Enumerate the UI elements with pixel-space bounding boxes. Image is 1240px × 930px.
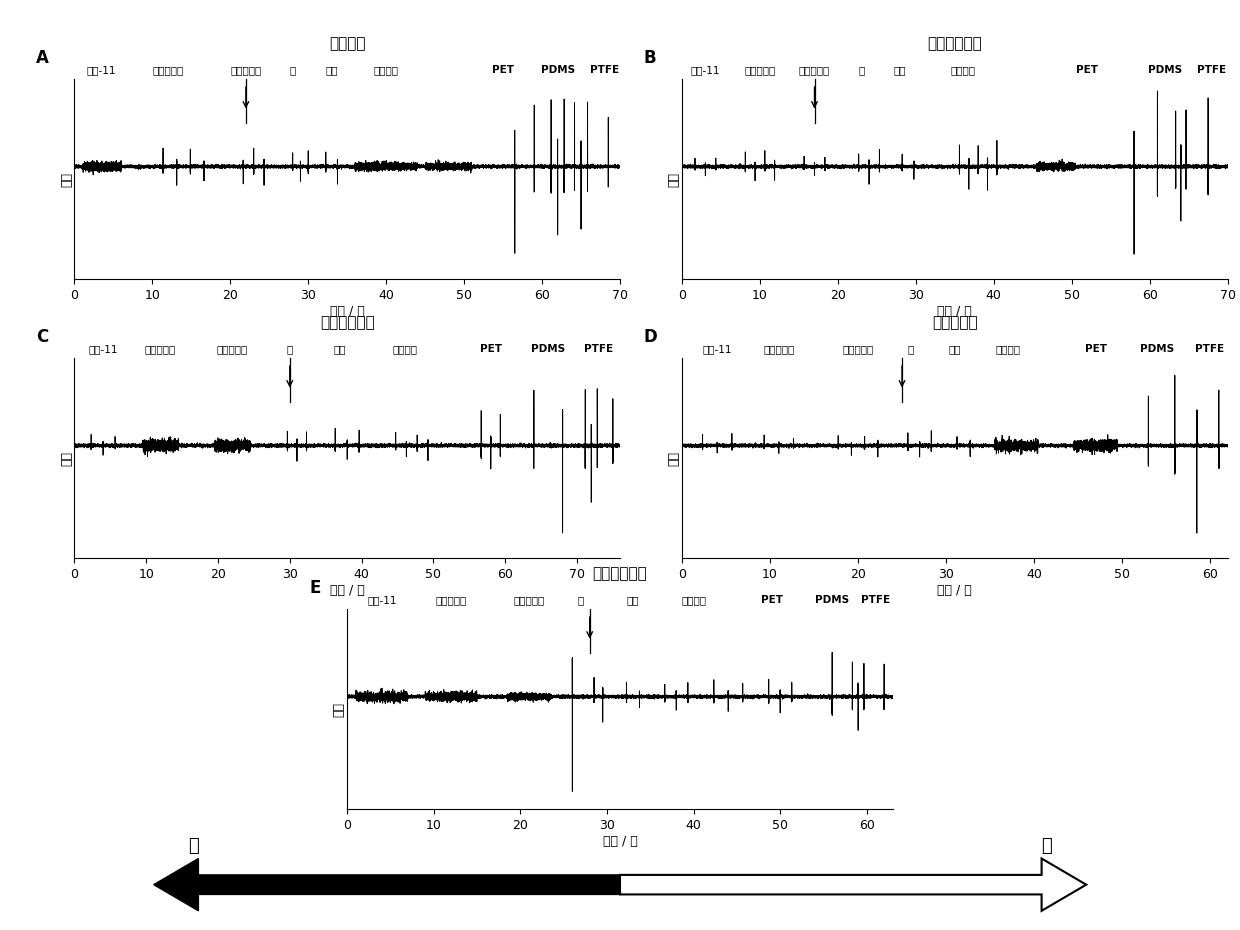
Text: PDMS: PDMS — [531, 344, 565, 354]
Text: 编织的羊毛: 编织的羊毛 — [153, 65, 184, 75]
Title: 大豆分离蛋白: 大豆分离蛋白 — [320, 315, 374, 330]
Title: 玉米醇溶蛋白: 玉米醇溶蛋白 — [593, 566, 647, 581]
Text: 编织的羊毛: 编织的羊毛 — [145, 344, 176, 354]
X-axis label: 时间 / 秒: 时间 / 秒 — [937, 304, 972, 317]
X-axis label: 时间 / 秒: 时间 / 秒 — [330, 304, 365, 317]
Y-axis label: 电流: 电流 — [332, 701, 346, 717]
Text: 铝: 铝 — [858, 65, 864, 75]
Text: PDMS: PDMS — [541, 65, 574, 75]
Title: 小麦谷蛋白: 小麦谷蛋白 — [932, 315, 977, 330]
Text: 正: 正 — [188, 837, 198, 855]
Text: 纸张: 纸张 — [949, 344, 961, 354]
X-axis label: 时间 / 秒: 时间 / 秒 — [330, 583, 365, 596]
Text: 铝: 铝 — [286, 344, 293, 354]
Text: PET: PET — [492, 65, 515, 75]
Text: 铝: 铝 — [908, 344, 914, 354]
Text: PTFE: PTFE — [1198, 65, 1226, 75]
Text: 醒酸纤维: 醒酸纤维 — [950, 65, 975, 75]
Y-axis label: 电流: 电流 — [60, 450, 73, 466]
Text: 编织的蚕丝: 编织的蚕丝 — [842, 344, 874, 354]
Text: 编织的羊毛: 编织的羊毛 — [435, 595, 466, 605]
X-axis label: 时间 / 秒: 时间 / 秒 — [937, 583, 972, 596]
Text: 醒酸纤维: 醒酸纤维 — [681, 595, 706, 605]
Text: D: D — [644, 328, 657, 346]
Text: 纸张: 纸张 — [894, 65, 906, 75]
Text: 编织的羊毛: 编织的羊毛 — [744, 65, 775, 75]
Text: 纸张: 纸张 — [334, 344, 346, 354]
X-axis label: 时间 / 秒: 时间 / 秒 — [603, 834, 637, 847]
Y-axis label: 电流: 电流 — [667, 171, 681, 187]
Text: PET: PET — [1076, 65, 1099, 75]
Text: PTFE: PTFE — [861, 595, 890, 605]
Text: 尼龙-11: 尼龙-11 — [87, 65, 117, 75]
Text: PDMS: PDMS — [1140, 344, 1174, 354]
Y-axis label: 电流: 电流 — [667, 450, 681, 466]
Title: 大米蛋白: 大米蛋白 — [329, 36, 366, 51]
Text: C: C — [36, 328, 48, 346]
Title: 花生分离蛋白: 花生分离蛋白 — [928, 36, 982, 51]
Text: 尼龙-11: 尼龙-11 — [702, 344, 732, 354]
Text: PET: PET — [480, 344, 502, 354]
Text: 编织的蚕丝: 编织的蚕丝 — [231, 65, 262, 75]
Text: 醒酸纤维: 醒酸纤维 — [392, 344, 417, 354]
Text: PTFE: PTFE — [590, 65, 619, 75]
Text: E: E — [309, 579, 320, 597]
Text: PDMS: PDMS — [815, 595, 849, 605]
Text: 尼龙-11: 尼龙-11 — [88, 344, 118, 354]
Text: 醒酸纤维: 醒酸纤维 — [994, 344, 1021, 354]
Text: PTFE: PTFE — [584, 344, 613, 354]
Text: PET: PET — [760, 595, 782, 605]
Text: PTFE: PTFE — [1195, 344, 1225, 354]
Text: PET: PET — [1085, 344, 1106, 354]
Text: 编织的羊毛: 编织的羊毛 — [763, 344, 795, 354]
Text: 铝: 铝 — [289, 65, 296, 75]
Text: A: A — [36, 49, 50, 67]
FancyArrow shape — [620, 858, 1086, 910]
Text: 醒酸纤维: 醒酸纤维 — [373, 65, 399, 75]
Y-axis label: 电流: 电流 — [60, 171, 73, 187]
Text: B: B — [644, 49, 656, 67]
Text: 负: 负 — [1042, 837, 1052, 855]
Text: 编织的蚕丝: 编织的蚕丝 — [217, 344, 248, 354]
Text: 编织的蚕丝: 编织的蚕丝 — [513, 595, 544, 605]
Text: 编织的蚕丝: 编织的蚕丝 — [799, 65, 830, 75]
Text: 纸张: 纸张 — [626, 595, 640, 605]
Text: 尼龙-11: 尼龙-11 — [367, 595, 397, 605]
Text: 铝: 铝 — [578, 595, 584, 605]
FancyArrow shape — [154, 858, 620, 910]
Text: 尼龙-11: 尼龙-11 — [691, 65, 720, 75]
Text: 纸张: 纸张 — [325, 65, 337, 75]
Text: PDMS: PDMS — [1148, 65, 1182, 75]
